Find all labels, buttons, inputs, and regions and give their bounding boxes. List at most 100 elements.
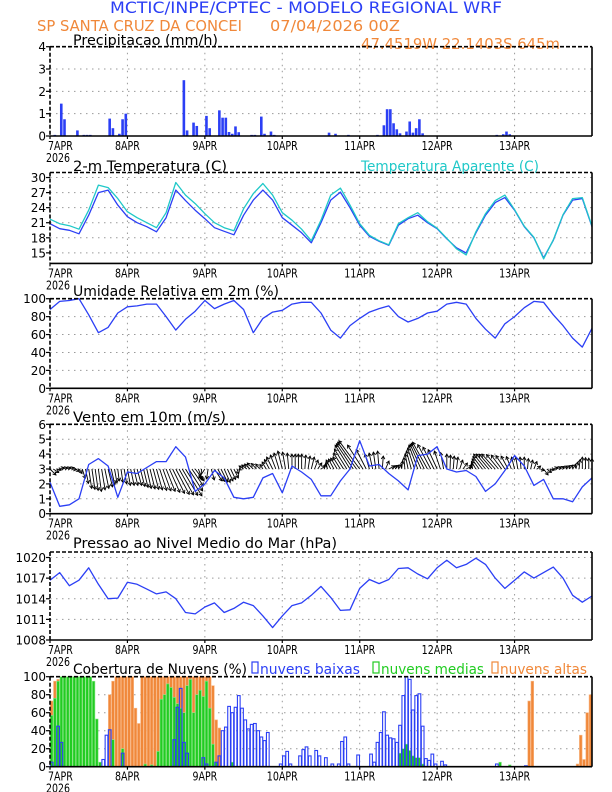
cloud-bar-0 bbox=[104, 734, 109, 768]
x-tick-label: 13APR bbox=[499, 266, 530, 280]
wind-vector bbox=[65, 466, 72, 471]
wind-vector bbox=[536, 465, 542, 470]
x-tick-label: 12APR bbox=[422, 139, 453, 153]
y-tick-label: 4 bbox=[38, 40, 46, 54]
y-tick-label: 100 bbox=[23, 670, 46, 684]
wind-vector bbox=[405, 450, 412, 470]
precip-bar bbox=[192, 122, 195, 136]
cloud-bar-0 bbox=[417, 693, 422, 768]
wind-vector bbox=[518, 456, 523, 470]
cloud-bar-0 bbox=[340, 740, 344, 768]
cloud-bar-1 bbox=[62, 676, 67, 768]
cloud-bar-0 bbox=[369, 753, 373, 768]
y-tick-label: 4 bbox=[38, 448, 46, 462]
cloud-bar-0 bbox=[440, 760, 444, 768]
cloud-bar-1 bbox=[211, 743, 215, 768]
precip-bar bbox=[205, 115, 208, 136]
x-tick-label: 9APR bbox=[192, 139, 217, 153]
wind-vector bbox=[143, 468, 150, 489]
x-tick-label: 11APR bbox=[344, 643, 375, 657]
wind-vector bbox=[385, 460, 390, 470]
y-tick-label: 40 bbox=[31, 724, 46, 738]
x-year-label: 2026 bbox=[46, 151, 70, 165]
wind-vector bbox=[276, 450, 283, 470]
x-tick-label: 7APR bbox=[48, 770, 73, 784]
panel-clouds: 0 20 40 60 80 100 7APR 8APR 9APR 10APR 11APR 12APR 1… bbox=[23, 661, 593, 792]
precip-bar bbox=[237, 132, 241, 136]
cloud-bar-1 bbox=[169, 687, 173, 767]
cloud-bar-2 bbox=[214, 719, 218, 768]
x-year-label: 2026 bbox=[46, 655, 70, 669]
cloud-bar-0 bbox=[233, 706, 238, 768]
y-tick-label: 1020 bbox=[15, 551, 46, 565]
panel-title: 2-m Temperatura (C) bbox=[73, 159, 227, 175]
wind-vector bbox=[495, 454, 506, 470]
precip-bar bbox=[392, 123, 395, 136]
legend-label: nuvens baixas bbox=[260, 662, 360, 678]
cloud-bar-0 bbox=[243, 719, 248, 768]
y-tick-label: 1017 bbox=[15, 572, 46, 586]
x-tick-label: 7APR bbox=[48, 517, 73, 531]
series-line-wind-0 bbox=[49, 440, 593, 507]
precip-bar bbox=[260, 116, 263, 136]
cloud-bar-1 bbox=[72, 676, 76, 768]
precip-bar bbox=[334, 133, 337, 136]
y-tick-label: 2 bbox=[38, 477, 46, 491]
y-tick-label: 1 bbox=[38, 107, 46, 121]
y-tick-label: 1014 bbox=[15, 592, 46, 606]
cloud-bar-1 bbox=[82, 676, 86, 768]
main-title: MCTIC/INPE/CPTEC - MODELO REGIONAL WRF bbox=[110, 0, 502, 17]
y-tick-label: 5 bbox=[38, 433, 46, 447]
wind-vector bbox=[85, 468, 91, 485]
cloud-bar-0 bbox=[304, 746, 309, 768]
precip-bar bbox=[418, 119, 421, 136]
wind-vector bbox=[333, 448, 348, 470]
precip-bar bbox=[269, 131, 273, 136]
wind-vector bbox=[250, 462, 257, 470]
y-tick-label: 80 bbox=[31, 310, 46, 324]
x-tick-label: 10APR bbox=[267, 517, 298, 531]
precip-bar bbox=[118, 133, 121, 136]
wind-vector bbox=[159, 468, 168, 492]
precip-bar bbox=[195, 125, 199, 136]
cloud-bar-1 bbox=[95, 718, 99, 768]
wind-vector bbox=[114, 468, 119, 484]
precip-bar bbox=[389, 109, 392, 136]
cloud-bar-0 bbox=[394, 741, 399, 768]
wind-vector bbox=[272, 452, 280, 470]
wind-vector bbox=[310, 456, 316, 470]
cloud-bar-1 bbox=[195, 694, 199, 768]
cloud-bar-0 bbox=[253, 722, 257, 768]
x-tick-label: 12APR bbox=[422, 643, 453, 657]
legend-swatch bbox=[491, 661, 499, 674]
x-tick-label: 11APR bbox=[344, 266, 375, 280]
x-tick-label: 7APR bbox=[48, 266, 73, 280]
wind-vector bbox=[448, 454, 453, 470]
precip-bar bbox=[382, 125, 386, 136]
wind-vector bbox=[314, 459, 320, 470]
x-year-label: 2026 bbox=[46, 403, 70, 417]
y-tick-label: 20 bbox=[31, 364, 46, 378]
x-tick-label: 9APR bbox=[192, 643, 217, 657]
wind-vector bbox=[417, 443, 432, 470]
cloud-bar-2 bbox=[124, 676, 128, 768]
y-tick-label: 15 bbox=[31, 246, 46, 260]
legend-item-0: nuvens baixas bbox=[251, 661, 360, 678]
x-tick-label: 11APR bbox=[344, 139, 375, 153]
precip-bar bbox=[234, 126, 237, 136]
wind-vector bbox=[459, 459, 464, 470]
wind-vector bbox=[398, 463, 402, 470]
y-tick-label: 1008 bbox=[15, 634, 46, 648]
series-line-humidity-0 bbox=[49, 298, 593, 348]
cloud-bar-1 bbox=[191, 712, 196, 768]
wind-vector bbox=[243, 463, 251, 470]
precip-bar bbox=[224, 117, 228, 136]
precip-bar bbox=[501, 134, 505, 136]
precip-bar bbox=[405, 131, 408, 136]
x-tick-label: 11APR bbox=[344, 770, 375, 784]
x-tick-label: 13APR bbox=[499, 770, 530, 784]
wind-vector bbox=[94, 468, 100, 492]
wind-vector bbox=[583, 456, 588, 469]
panel-title: Cobertura de Nuvens (%) bbox=[73, 662, 247, 678]
panel-title: Pressao ao Nivel Medio do Mar (hPa) bbox=[73, 536, 337, 552]
